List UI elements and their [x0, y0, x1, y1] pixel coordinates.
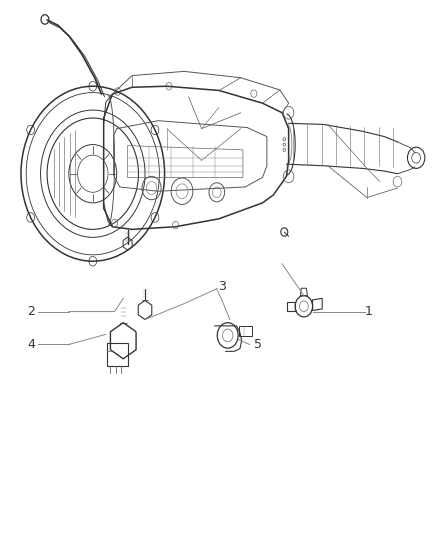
Text: 3: 3 — [218, 280, 226, 293]
Text: 1: 1 — [365, 305, 373, 318]
Text: 2: 2 — [28, 305, 35, 318]
Text: 4: 4 — [28, 338, 35, 351]
Text: 5: 5 — [254, 338, 262, 351]
